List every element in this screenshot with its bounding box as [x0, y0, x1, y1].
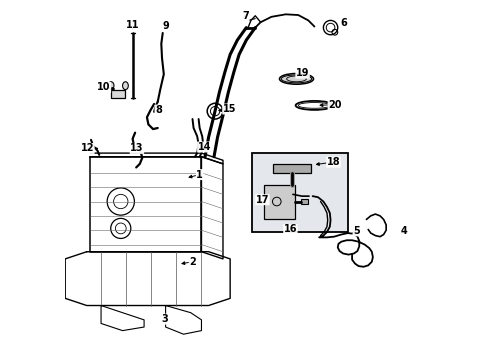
- Text: 7: 7: [242, 11, 248, 21]
- Bar: [264, 185, 294, 220]
- Text: 10: 10: [97, 82, 110, 93]
- Bar: [273, 164, 310, 173]
- Text: 17: 17: [255, 195, 268, 205]
- Bar: [251, 153, 347, 232]
- Text: 18: 18: [326, 157, 340, 167]
- Text: 15: 15: [222, 104, 236, 114]
- Text: 11: 11: [125, 20, 139, 30]
- Bar: [301, 199, 307, 204]
- Text: 5: 5: [352, 226, 359, 236]
- Text: 4: 4: [400, 226, 407, 236]
- Text: 8: 8: [155, 105, 162, 115]
- Ellipse shape: [108, 82, 114, 90]
- Text: 19: 19: [295, 68, 309, 78]
- Text: 2: 2: [189, 257, 196, 267]
- Text: 1: 1: [196, 170, 203, 180]
- Text: 9: 9: [163, 21, 169, 31]
- Text: 13: 13: [130, 143, 143, 153]
- Text: 14: 14: [197, 142, 211, 152]
- Ellipse shape: [279, 73, 313, 84]
- Text: 12: 12: [81, 143, 94, 153]
- Text: 3: 3: [161, 314, 168, 324]
- Text: 20: 20: [327, 100, 341, 110]
- Bar: [111, 90, 125, 98]
- Ellipse shape: [122, 82, 128, 90]
- Text: 6: 6: [340, 18, 347, 28]
- Text: 16: 16: [283, 225, 297, 234]
